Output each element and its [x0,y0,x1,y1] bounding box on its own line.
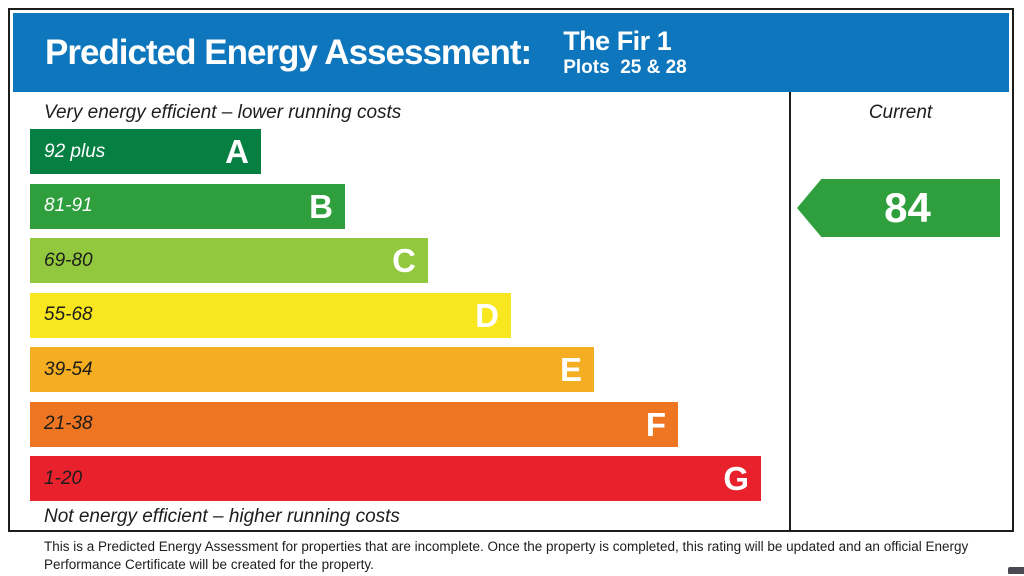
band-letter: F [645,405,666,443]
band-range-label: 92 plus [44,140,106,162]
bottom-caption: Not energy efficient – higher running co… [44,506,400,527]
band-row-g: 1-20 G [30,456,761,501]
band-row-c: 69-80 C [30,238,428,283]
band-range-label: 55-68 [44,304,93,325]
band-letter: G [723,460,749,497]
property-info: The Fir 1 Plots 25 & 28 [563,27,687,77]
band-range-label: 69-80 [44,249,93,271]
epc-chart-frame: Predicted Energy Assessment: The Fir 1 P… [8,8,1014,532]
band-row-f: 21-38 F [30,401,678,447]
band-letter: E [559,351,582,388]
rating-bands: 92 plus A 81-91 B 69-80 C 55-68 D 39-54 … [30,129,761,501]
page-title: Predicted Energy Assessment: [45,32,532,72]
top-caption: Very energy efficient – lower running co… [44,102,402,123]
band-range-label: 1-20 [44,467,83,489]
band-letter: D [475,296,499,334]
band-row-a: 92 plus A [30,129,261,174]
current-rating-value: 84 [884,184,931,231]
current-rating-arrow: 84 [797,179,1000,237]
current-column-divider [789,92,791,532]
band-range-label: 21-38 [44,413,93,434]
property-name: The Fir 1 [563,26,672,57]
band-range-label: 81-91 [44,195,93,216]
band-letter: B [309,187,333,225]
band-row-b: 81-91 B [30,183,345,229]
footer-disclaimer: This is a Predicted Energy Assessment fo… [44,539,969,572]
band-range-label: 39-54 [44,358,93,380]
band-row-d: 55-68 D [30,292,511,338]
epc-header-banner: Predicted Energy Assessment: The Fir 1 P… [13,13,1009,92]
band-letter: A [225,133,249,170]
band-row-e: 39-54 E [30,347,594,392]
corner-graphic-fragment [1008,567,1024,574]
band-letter: C [392,242,416,279]
property-plots: Plots 25 & 28 [563,56,687,78]
current-column-header: Current [868,102,933,123]
